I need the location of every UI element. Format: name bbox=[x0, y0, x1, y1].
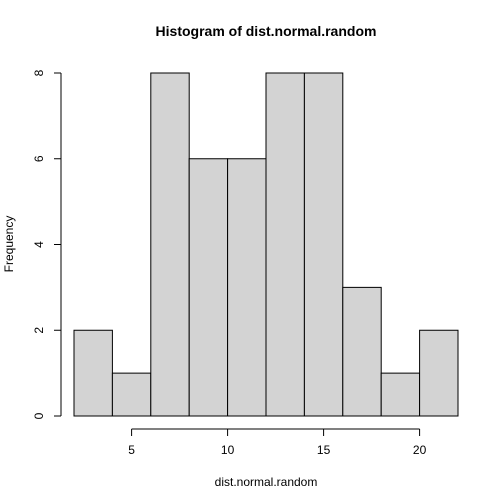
y-tick-label-0: 0 bbox=[32, 412, 46, 419]
x-tick-label-2: 15 bbox=[317, 443, 331, 457]
x-tick-label-0: 5 bbox=[128, 443, 135, 457]
y-tick-label-1: 2 bbox=[32, 327, 46, 334]
histogram-bar-4 bbox=[227, 158, 267, 417]
y-axis: 0 2 4 6 8 bbox=[32, 69, 62, 419]
x-axis: 5 10 15 20 bbox=[128, 428, 427, 457]
x-axis-label: dist.normal.random bbox=[215, 475, 318, 489]
histogram-bar-1 bbox=[111, 372, 152, 417]
chart-title: Histogram of dist.normal.random bbox=[156, 23, 377, 39]
y-axis-label: Frequency bbox=[2, 216, 16, 273]
y-tick-label-2: 4 bbox=[32, 241, 46, 248]
histogram-bar-8 bbox=[380, 372, 421, 417]
histogram-bar-2 bbox=[150, 72, 190, 417]
histogram-bar-6 bbox=[303, 72, 344, 417]
bars-group bbox=[73, 72, 459, 417]
histogram-bar-3 bbox=[188, 158, 229, 417]
histogram-bar-5 bbox=[265, 72, 305, 417]
y-tick-label-3: 6 bbox=[32, 155, 46, 162]
x-tick-label-1: 10 bbox=[221, 443, 235, 457]
y-tick-label-4: 8 bbox=[32, 69, 46, 76]
histogram-bar-9 bbox=[419, 329, 459, 417]
x-tick-label-3: 20 bbox=[413, 443, 427, 457]
histogram-bar-7 bbox=[342, 286, 382, 417]
histogram-bar-0 bbox=[73, 329, 113, 417]
